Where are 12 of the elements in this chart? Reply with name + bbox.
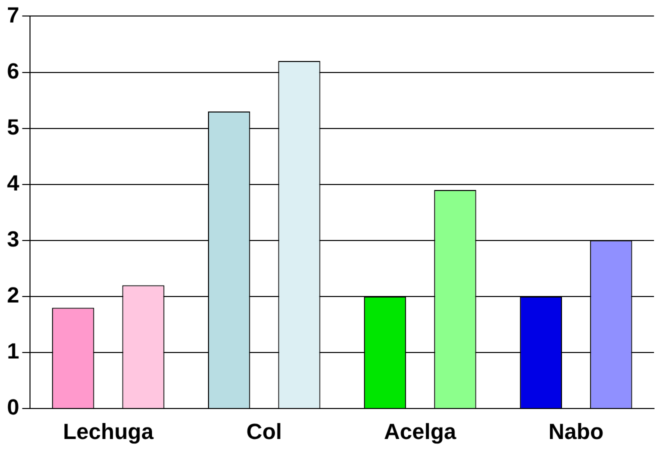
y-tick-label: 1 — [6, 338, 20, 364]
y-tick-label: 2 — [6, 282, 20, 308]
y-tick-label: 3 — [6, 226, 20, 252]
y-tick-label: 6 — [6, 58, 20, 84]
x-tick-label: Col — [246, 418, 282, 444]
x-tick-label: Nabo — [548, 418, 604, 444]
y-tick-label: 7 — [6, 2, 20, 28]
x-tick-label: Lechuga — [62, 418, 154, 444]
y-tick-label: 5 — [6, 114, 20, 140]
y-tick-label: 4 — [6, 170, 20, 196]
y-tick-label: 0 — [6, 394, 20, 420]
x-tick-label: Acelga — [384, 418, 457, 444]
